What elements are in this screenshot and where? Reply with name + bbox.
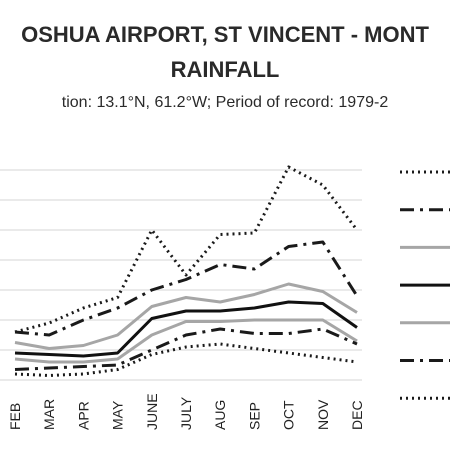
- x-tick-label: OCT: [281, 400, 297, 430]
- series-line-6: [14, 327, 358, 371]
- chart-subtitle: tion: 13.1°N, 61.2°W; Period of record: …: [61, 94, 389, 111]
- gridlines: [0, 169, 362, 381]
- x-tick-label: AUG: [212, 400, 228, 430]
- x-tick-label: MAY: [110, 400, 126, 430]
- x-tick-label: APR: [75, 401, 91, 430]
- x-tick-label: FEB: [7, 403, 23, 430]
- series-line-4: [14, 300, 358, 358]
- series-lines: [14, 165, 359, 377]
- series-line-1: [14, 165, 359, 334]
- x-tick-label: DEC: [349, 400, 365, 430]
- x-tick-label: JUNE: [144, 393, 160, 430]
- series-line-7: [14, 342, 358, 377]
- x-axis-labels: FEB MAR APR MAY JUNE JULY AUG SEP OCT NOV DEC: [7, 393, 365, 430]
- x-tick-label: SEP: [246, 402, 262, 430]
- series-line-3: [14, 282, 358, 350]
- chart-title-line2: RAINFALL: [170, 57, 280, 82]
- legend: [400, 170, 450, 400]
- x-tick-label: JULY: [178, 396, 194, 430]
- series-line-5: [14, 318, 358, 364]
- x-tick-label: NOV: [315, 399, 331, 430]
- series-line-2: [14, 240, 359, 337]
- chart-title-line1: OSHUA AIRPORT, ST VINCENT - MONT: [21, 22, 429, 47]
- x-tick-label: MAR: [41, 399, 57, 430]
